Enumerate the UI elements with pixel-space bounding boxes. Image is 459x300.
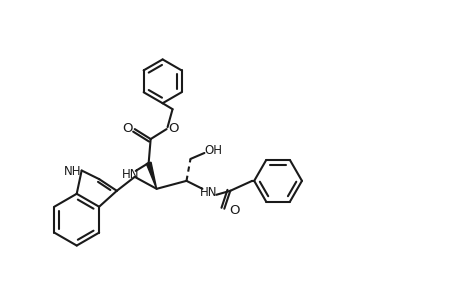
- Text: HN: HN: [122, 168, 139, 182]
- Text: NH: NH: [64, 165, 81, 178]
- Text: HN: HN: [199, 186, 217, 199]
- Polygon shape: [146, 162, 157, 189]
- Text: O: O: [229, 204, 239, 217]
- Text: OH: OH: [204, 145, 222, 158]
- Text: O: O: [168, 122, 179, 135]
- Text: O: O: [122, 122, 133, 135]
